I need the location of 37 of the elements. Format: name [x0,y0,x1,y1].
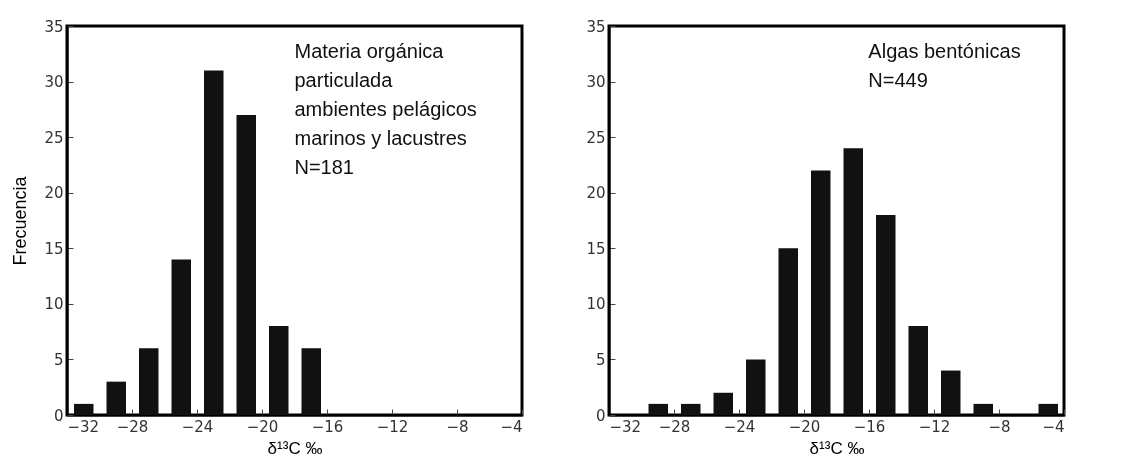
annotation: Materia orgánica particulada ambientes pelágicos marinos y lacustres N=181 [294,40,477,178]
x-tick-label: −24 [723,417,756,436]
y-tick-label: 10 [586,295,606,314]
x-tick-label: −20 [788,417,821,436]
x-tick-label: −4 [1042,417,1065,436]
y-tick-label: 10 [44,295,64,314]
annotation: Algas bentónicas N=449 [868,40,1021,91]
x-tick-label: −16 [311,417,344,436]
x-tick-label: −12 [918,417,951,436]
y-tick-label: 30 [586,73,606,92]
y-tick-label: 20 [586,184,606,203]
x-axis-title: δ¹³C ‰ [809,438,865,458]
y-tick-label: 25 [44,128,64,147]
y-axis-title: Frecuencia [10,175,31,266]
x-tick-label: −32 [609,417,642,436]
y-tick-label: 35 [44,17,64,36]
x-tick-label: −24 [181,417,214,436]
y-tick-label: 20 [44,184,64,203]
x-axis-title: δ¹³C ‰ [267,438,323,458]
y-tick-label: 15 [586,239,606,258]
y-tick-label: 35 [586,17,606,36]
x-tick-label: −4 [500,417,523,436]
x-tick-label: −32 [67,417,100,436]
x-tick-label: −20 [246,417,279,436]
x-tick-label: −8 [446,417,469,436]
x-tick-label: −12 [376,417,409,436]
y-tick-label: 0 [595,406,606,425]
x-tick-label: −28 [658,417,691,436]
x-tick-label: −16 [853,417,886,436]
y-tick-label: 15 [44,239,64,258]
x-tick-label: −8 [988,417,1011,436]
y-tick-label: 25 [586,128,606,147]
y-tick-label: 5 [53,350,64,369]
y-tick-label: 0 [53,406,64,425]
y-tick-label: 30 [44,73,64,92]
x-tick-label: −28 [116,417,149,436]
y-tick-label: 5 [595,350,606,369]
